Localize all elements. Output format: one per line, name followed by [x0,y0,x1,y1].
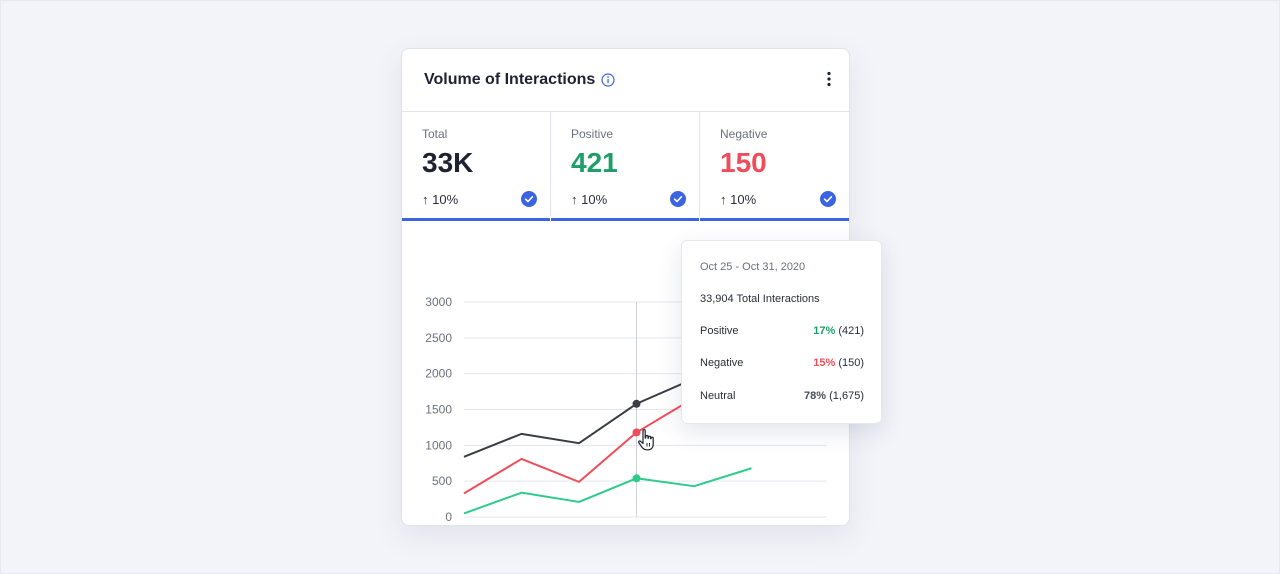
tooltip-row-pct: 17% [813,325,836,337]
y-tick-label: 0 [445,510,452,524]
tooltip-row-pct: 15% [813,357,836,369]
metric-label: Total [422,127,448,141]
metric-label: Negative [720,127,768,141]
tooltip-row-name: Positive [700,325,739,337]
metric-value: 421 [571,147,618,178]
y-tick-label: 2000 [425,367,452,381]
y-tick-label: 1000 [425,438,452,452]
y-tick-label: 2500 [425,331,452,345]
metric-positive[interactable]: Positive 421 ↑ 10% [551,111,700,221]
metric-negative[interactable]: Negative 150 ↑ 10% [700,111,849,221]
metric-change: ↑ 10% [720,192,757,207]
tooltip-row-count: (421) [838,325,864,337]
kebab-menu-icon[interactable] [827,71,831,87]
hand-pointer-cursor-icon [638,429,654,451]
y-tick-label: 1500 [425,403,452,417]
metric-total[interactable]: Total 33K ↑ 10% [402,111,551,221]
tooltip-total: 33,904 Total Interactions [700,293,820,305]
y-tick-label: 500 [432,474,452,488]
tooltip-row-pct: 78% [804,390,827,402]
y-tick-label: 3000 [425,295,452,309]
metric-change: ↑ 10% [571,192,608,207]
highlight-point-2 [632,474,641,483]
tooltip-row-name: Negative [700,357,744,369]
check-circle-icon[interactable] [820,191,836,207]
tooltip-date: Oct 25 - Oct 31, 2020 [700,261,806,273]
series-line-2 [463,467,752,515]
series-line-1 [463,397,695,495]
chart-tooltip: Oct 25 - Oct 31, 2020 33,904 Total Inter… [681,240,882,424]
info-circle-icon[interactable] [601,73,615,87]
metric-value: 33K [422,147,474,178]
card-title: Volume of Interactions [424,71,596,88]
check-circle-icon[interactable] [670,191,686,207]
tooltip-row-name: Neutral [700,390,736,402]
metric-active-underline [700,218,849,221]
check-circle-icon[interactable] [521,191,537,207]
metric-active-underline [551,218,699,221]
metrics-row: Total 33K ↑ 10% Positive 421 ↑ 10% Negat… [402,111,849,221]
highlight-point-1 [632,428,641,437]
metric-label: Positive [571,127,614,141]
metric-active-underline [402,218,550,221]
metric-value: 150 [720,147,767,178]
metric-change: ↑ 10% [422,192,459,207]
series-line-0 [463,377,695,458]
card-header: Volume of Interactions [402,49,849,112]
tooltip-row-count: (1,675) [829,390,864,402]
highlight-point-0 [632,399,641,408]
tooltip-row-count: (150) [838,357,864,369]
